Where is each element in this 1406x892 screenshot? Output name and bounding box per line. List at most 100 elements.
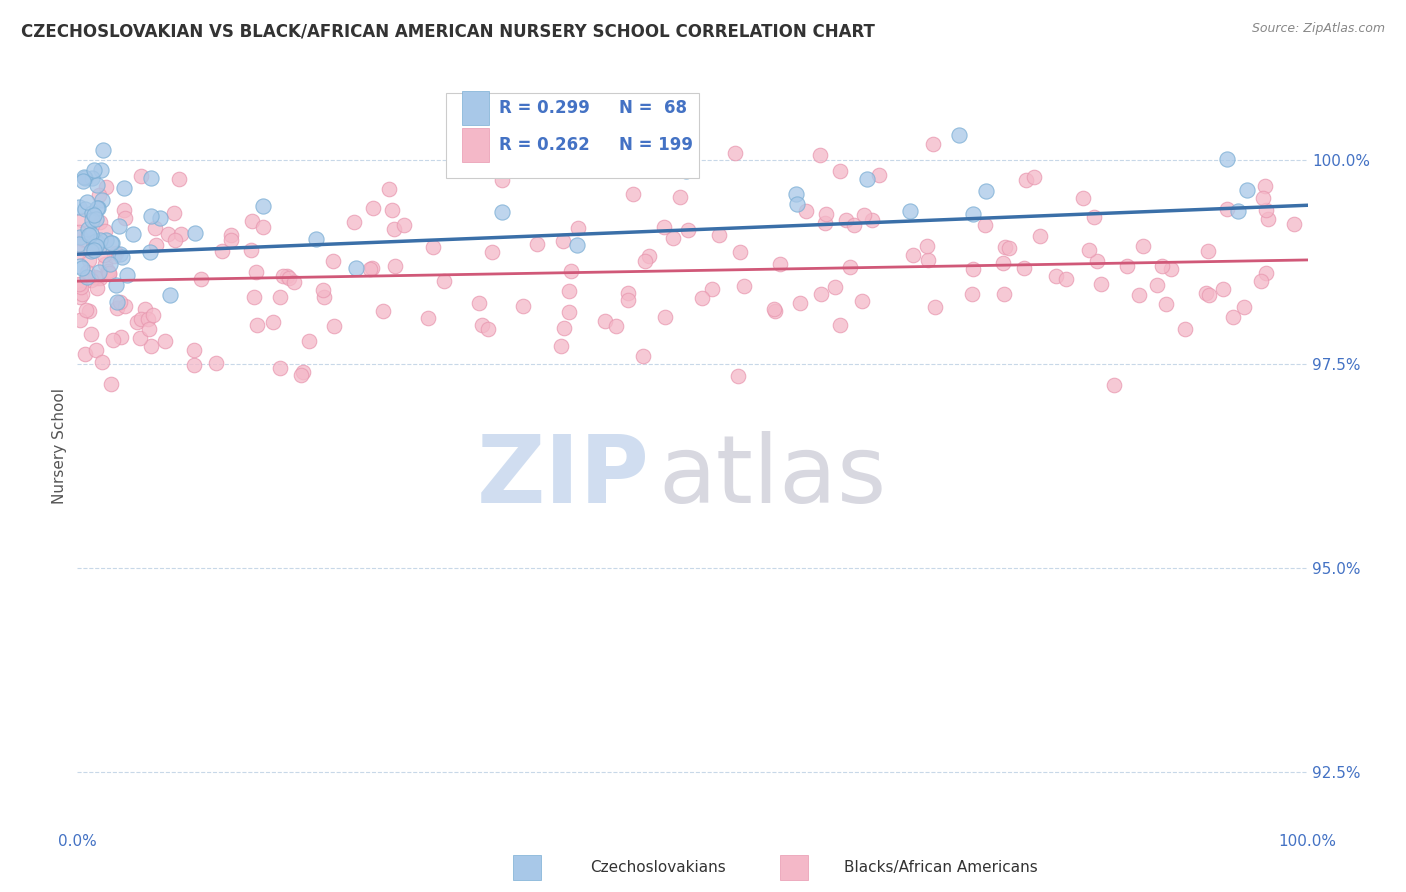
Point (80, 206, 103, 220)
Point (730, 245, 752, 260)
Point (690, 291, 713, 305)
Point (86, 178, 108, 193)
Point (481, 245, 503, 260)
Point (269, 290, 291, 304)
Point (89, 233, 111, 247)
Point (271, 268, 294, 283)
Point (276, 269, 298, 284)
Point (67, 277, 90, 291)
Point (252, 220, 274, 235)
Point (814, 207, 837, 221)
Point (994, 240, 1017, 254)
Point (824, 279, 846, 293)
Point (87, 202, 110, 216)
Point (145, 237, 167, 252)
Point (86, 201, 108, 215)
Point (1132, 239, 1154, 253)
Point (669, 190, 692, 204)
Point (1254, 202, 1277, 217)
Point (79, 253, 101, 268)
Point (127, 315, 149, 329)
Point (93, 248, 115, 262)
Point (73, 171, 96, 186)
Point (1251, 191, 1274, 205)
Point (733, 278, 755, 293)
Point (1222, 310, 1244, 324)
Point (765, 303, 787, 318)
Point (1028, 229, 1050, 244)
Point (183, 343, 205, 357)
Point (1022, 169, 1045, 184)
Point (380, 203, 402, 218)
Point (269, 360, 291, 375)
Point (91, 355, 114, 369)
Point (142, 308, 165, 322)
Point (769, 257, 792, 271)
Point (567, 238, 589, 252)
Point (70, 279, 93, 293)
FancyBboxPatch shape (447, 93, 699, 178)
Point (724, 146, 747, 161)
Point (75, 202, 97, 217)
Point (246, 318, 269, 332)
Point (80, 212, 103, 227)
Point (491, 205, 513, 219)
Point (117, 268, 139, 282)
Point (675, 164, 697, 178)
Point (1090, 277, 1112, 291)
Point (129, 331, 152, 345)
Point (90, 193, 112, 207)
Point (558, 284, 581, 298)
Point (702, 282, 724, 296)
Point (898, 204, 921, 219)
Point (69, 313, 91, 327)
Point (652, 219, 675, 234)
Point (134, 302, 156, 317)
Point (278, 271, 301, 285)
Text: atlas: atlas (658, 431, 886, 523)
Point (103, 249, 125, 263)
Point (1226, 204, 1249, 219)
Point (314, 290, 336, 304)
Point (111, 250, 134, 264)
Point (69, 260, 91, 274)
Point (392, 218, 415, 232)
Point (129, 312, 152, 326)
Point (1085, 254, 1108, 268)
Point (512, 300, 534, 314)
Point (1015, 172, 1038, 186)
Point (418, 310, 440, 325)
Point (634, 254, 657, 268)
FancyBboxPatch shape (463, 128, 489, 162)
Point (1128, 287, 1150, 301)
Point (98, 267, 121, 281)
Point (924, 300, 946, 314)
Point (97, 264, 120, 278)
Point (1078, 243, 1101, 257)
Point (526, 237, 548, 252)
Point (605, 318, 627, 333)
Point (595, 314, 617, 328)
Point (211, 244, 233, 259)
Point (868, 168, 890, 182)
Point (138, 321, 160, 335)
Text: N =  68: N = 68 (619, 99, 686, 117)
Point (384, 259, 406, 273)
Point (219, 233, 242, 247)
Point (617, 293, 640, 308)
Point (98, 257, 121, 271)
Point (323, 318, 346, 333)
Point (114, 211, 136, 226)
Point (72, 174, 94, 188)
Point (1250, 274, 1272, 288)
Point (139, 339, 162, 353)
Point (204, 356, 226, 370)
Point (76, 265, 98, 279)
Point (139, 244, 162, 259)
Point (70, 260, 93, 275)
Point (73, 233, 96, 247)
Point (1012, 260, 1035, 275)
Text: Blacks/African Americans: Blacks/African Americans (844, 860, 1038, 874)
Point (76, 194, 98, 209)
Point (560, 264, 582, 278)
